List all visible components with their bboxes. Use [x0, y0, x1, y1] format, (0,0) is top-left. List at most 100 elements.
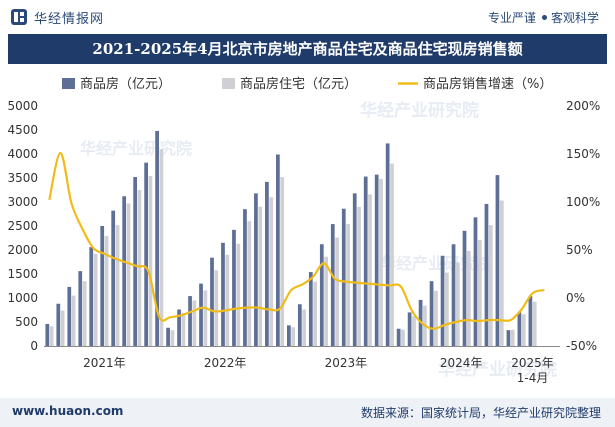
data-labels: 1043.44921.24 8.10% [503, 64, 604, 67]
bar-commercial [177, 309, 181, 346]
bar-residential [214, 270, 219, 346]
bar-residential [335, 237, 339, 346]
bar-residential [488, 225, 493, 346]
bar-commercial [286, 325, 291, 346]
bar-residential [302, 309, 307, 346]
footer: www.huaon.com 数据来源：国家统计局，华经产业研究院整理 [0, 398, 615, 427]
top-bar: 华经情报网 专业严谨 客观科学 [0, 0, 615, 34]
y-left-tick-label: 4500 [7, 123, 38, 137]
bar-commercial [462, 230, 467, 346]
bar-commercial [429, 281, 434, 346]
legend-swatch-bar2 [222, 78, 235, 89]
bar-commercial [308, 272, 313, 346]
tagline-right: 客观科学 [550, 11, 599, 25]
bar-residential [510, 329, 515, 346]
bar-commercial [319, 244, 324, 346]
bar-commercial [232, 229, 236, 346]
watermark-text: 华经产业研究院 [80, 139, 192, 158]
legend-label: 商品房销售增速（%） [423, 76, 552, 92]
bar-commercial [341, 208, 346, 346]
bar-commercial [352, 193, 357, 346]
bar-commercial [111, 210, 116, 346]
bar-residential [71, 295, 76, 346]
bar-residential [434, 290, 438, 346]
bar-commercial [330, 224, 335, 346]
bar-commercial [78, 271, 83, 346]
y-left-tick-label: 4000 [7, 147, 38, 161]
footer-source: 数据来源：国家统计局，华经产业研究院整理 [360, 406, 601, 420]
y-left-tick-label: 3000 [7, 195, 38, 209]
x-group-label: 2025年 [511, 356, 554, 370]
y-right-tick-label: -50% [566, 339, 597, 353]
bar-commercial [56, 303, 61, 346]
bar-commercial [122, 196, 127, 346]
bar-commercial [155, 130, 159, 346]
data-label-growth: 8.10% [563, 64, 605, 67]
y-left-tick-label: 1000 [7, 291, 38, 305]
tagline: 专业严谨 客观科学 [488, 9, 599, 26]
bar-commercial [89, 247, 94, 346]
bar-commercial [265, 181, 269, 346]
bar-residential [247, 221, 252, 346]
tagline-left: 专业严谨 [487, 11, 536, 25]
bar-residential [60, 310, 65, 346]
bar-residential [412, 316, 416, 346]
y-left-tick-label: 5000 [7, 99, 38, 113]
bar-residential [291, 327, 296, 346]
bar-commercial [396, 328, 401, 346]
data-label-residential: 921.24 [510, 64, 552, 67]
bar-residential [93, 253, 98, 346]
y-left-tick-label: 2000 [7, 243, 38, 257]
bar-residential [456, 262, 460, 346]
bar-commercial [385, 143, 390, 346]
bar-residential [170, 330, 175, 346]
y-left-tick-label: 0 [30, 339, 38, 353]
bar-residential [346, 224, 350, 346]
chart-title: 2021-2025年4月北京市房地产商品住宅及商品住宅现房销售额 [8, 34, 607, 64]
bar-residential [324, 256, 328, 346]
x-group-label: 2022年 [204, 356, 247, 370]
axes: 0 500 1000 1500 2000 2500 3000 3500 4000 4500 5000… [7, 99, 600, 385]
bar-residential [401, 329, 405, 346]
y-left-tick-label: 2500 [7, 219, 38, 233]
bar-commercial [440, 255, 445, 346]
x-group-label: 2023年 [325, 356, 368, 370]
bar-commercial [67, 286, 72, 346]
bar-residential [466, 250, 471, 346]
bar-residential [477, 239, 482, 346]
bar-residential [148, 176, 153, 346]
bar-residential [126, 203, 131, 346]
bar-residential [379, 178, 383, 346]
x-group-label: 2024年 [440, 356, 483, 370]
bars [45, 130, 537, 346]
bar-residential [104, 236, 109, 346]
y-left-tick-label: 500 [15, 315, 38, 329]
bar-residential [137, 190, 142, 346]
bar-commercial [243, 209, 247, 346]
growth-line [48, 151, 545, 330]
bar-residential [82, 281, 87, 346]
bar-residential [445, 272, 449, 346]
bar-residential [499, 200, 504, 346]
bar-commercial [517, 312, 522, 346]
legend-swatch-bar1 [62, 78, 75, 89]
bar-commercial [221, 242, 225, 346]
bar-commercial [199, 283, 203, 346]
y-left-tick-label: 1500 [7, 267, 38, 281]
bar-commercial [166, 327, 170, 346]
bar-commercial [276, 154, 280, 346]
bar-commercial [133, 177, 138, 346]
y-right-tick-label: 50% [566, 243, 593, 257]
bar-commercial [254, 193, 258, 346]
bar-commercial [473, 217, 478, 346]
bar-residential [181, 312, 186, 346]
x-group-sublabel: 1-4月 [517, 371, 549, 385]
footer-site-link[interactable]: www.huaon.com [12, 404, 124, 418]
y-right-tick-label: 150% [566, 147, 600, 161]
bar-residential [49, 326, 54, 346]
bar-commercial [374, 174, 379, 346]
bar-residential [313, 281, 318, 346]
brand-name[interactable]: 华经情报网 [34, 12, 105, 27]
bar-residential [159, 149, 164, 346]
